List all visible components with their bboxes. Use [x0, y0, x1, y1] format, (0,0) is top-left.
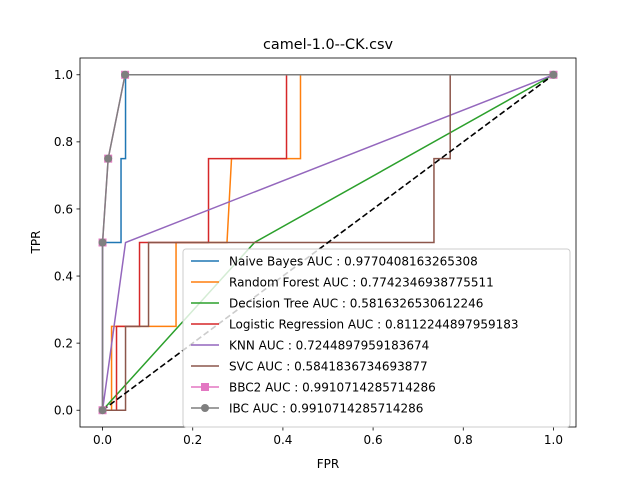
x-axis-label: FPR	[317, 457, 339, 471]
legend-label-2: Decision Tree AUC : 0.5816326530612246	[229, 297, 483, 311]
series-marker-7	[104, 154, 113, 163]
chance-diagonal-line	[102, 74, 554, 411]
series-marker-7	[98, 406, 107, 415]
series-marker-7	[121, 70, 130, 79]
y-tick-label: 1.0	[54, 68, 73, 82]
y-tick-label: 0.4	[54, 269, 73, 283]
legend-box	[182, 248, 571, 428]
y-tick-label: 0.8	[54, 135, 73, 149]
x-tick-label: 0.4	[273, 433, 292, 447]
legend-label-0: Naive Bayes AUC : 0.9770408163265308	[229, 255, 478, 269]
y-tick-label: 0.6	[54, 202, 73, 216]
y-tick-label: 0.0	[54, 404, 73, 418]
y-axis-label: TPR	[29, 231, 43, 255]
x-tick-label: 1.0	[544, 433, 563, 447]
legend-marker-7	[201, 404, 209, 412]
legend-label-3: Logistic Regression AUC : 0.811224489795…	[229, 318, 519, 332]
x-tick-label: 0.2	[183, 433, 202, 447]
x-tick-label: 0.6	[364, 433, 383, 447]
legend-label-6: BBC2 AUC : 0.9910714285714286	[229, 381, 436, 395]
legend: Naive Bayes AUC : 0.9770408163265308 Rand…	[182, 248, 571, 428]
legend-label-7: IBC AUC : 0.9910714285714286	[229, 402, 423, 416]
y-tick-label: 0.2	[54, 336, 73, 350]
plot-area: 0.0 0.2 0.4 0.6 0.8 1.0 0.0 0.2 0.4 0.6 0.8 1.0	[54, 57, 577, 447]
x-tick-label: 0.0	[93, 433, 112, 447]
series-line-4	[101, 74, 554, 411]
chart-title: camel-1.0--CK.csv	[263, 37, 394, 53]
legend-label-5: SVC AUC : 0.5841836734693877	[229, 360, 428, 374]
series-marker-7	[98, 238, 107, 247]
x-tick-label: 0.8	[454, 433, 473, 447]
series-marker-7	[549, 70, 558, 79]
series-line-5	[102, 74, 554, 411]
legend-marker-6	[201, 383, 209, 391]
legend-label-1: Random Forest AUC : 0.7742346938775511	[229, 276, 494, 290]
legend-label-4: KNN AUC : 0.7244897959183674	[229, 339, 429, 353]
